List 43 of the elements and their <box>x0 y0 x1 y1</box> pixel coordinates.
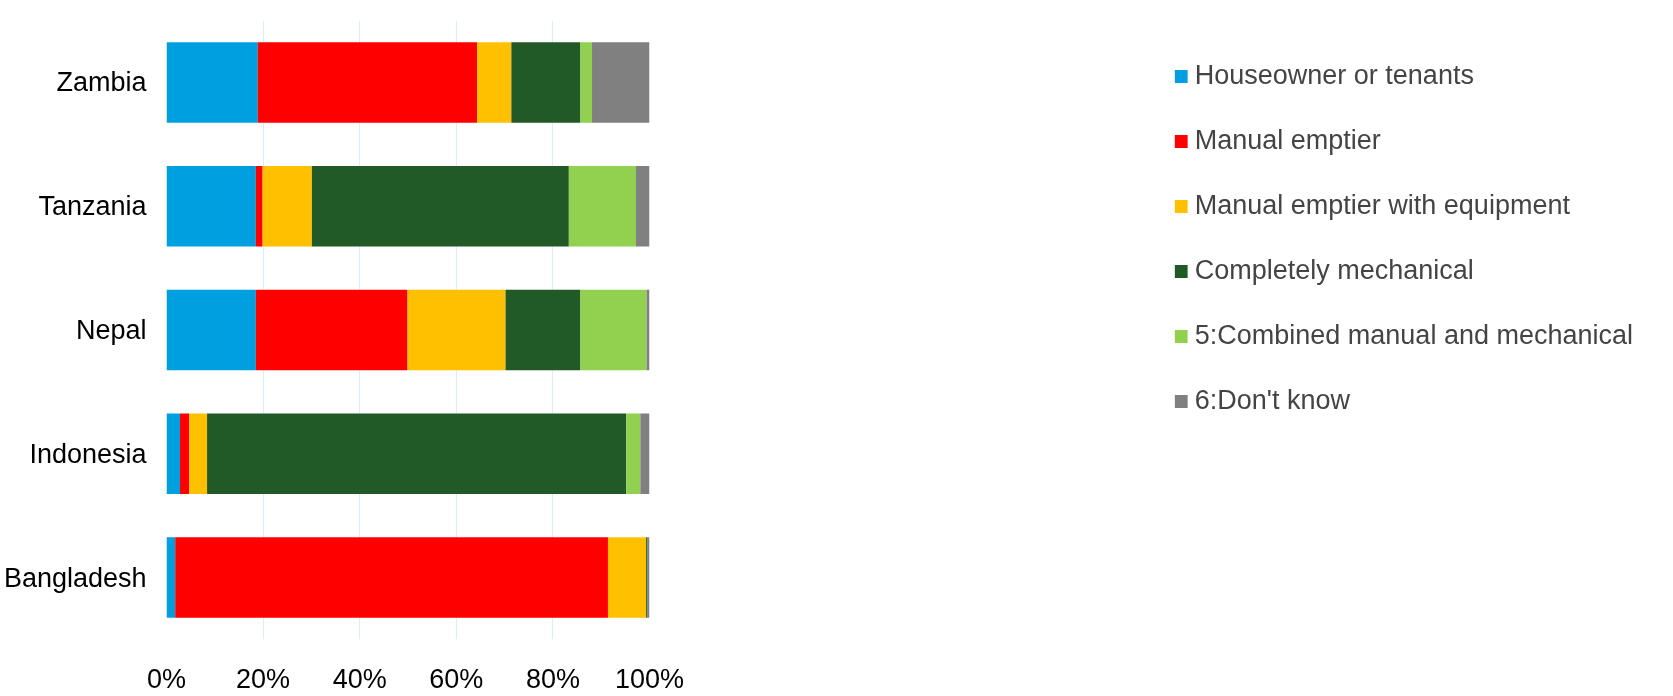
bar <box>607 537 647 618</box>
legend-label: Completely mechanical <box>1194 255 1474 286</box>
y-tick-label: Indonesia <box>29 438 148 469</box>
x-tick-label: 80% <box>525 663 580 694</box>
bar <box>592 42 650 123</box>
bar <box>166 165 256 247</box>
bar <box>166 289 256 371</box>
x-tick-label: 20% <box>236 663 291 694</box>
legend-label: 5:Combined manual and mechanical <box>1194 320 1633 351</box>
x-tick-label: 0% <box>146 663 187 694</box>
bar <box>255 289 408 371</box>
x-tick-label: 60% <box>429 663 484 694</box>
bar <box>166 413 181 495</box>
y-tick-label: Nepal <box>75 315 147 345</box>
y-tick-label: Bangladesh <box>3 562 147 593</box>
bar <box>180 413 190 495</box>
bar <box>640 413 650 495</box>
bar <box>262 165 312 247</box>
bar <box>189 413 208 495</box>
bar <box>580 289 647 371</box>
bar <box>257 42 478 123</box>
legend-label: Manual emptier with equipment <box>1194 190 1570 221</box>
bar <box>311 165 569 247</box>
bar <box>407 289 506 371</box>
x-tick-label: 40% <box>332 663 387 694</box>
bar <box>166 42 258 123</box>
legend-label: Houseowner or tenants <box>1194 60 1474 91</box>
bar <box>207 413 627 495</box>
bar <box>255 165 263 247</box>
bar <box>626 413 641 495</box>
bar <box>166 537 176 618</box>
bar <box>511 42 581 123</box>
legend-label: Manual emptier <box>1194 125 1381 156</box>
bar <box>505 289 581 371</box>
bar <box>175 537 608 618</box>
y-tick-label: Tanzania <box>38 191 148 222</box>
y-tick-label: Zambia <box>56 67 148 98</box>
x-tick-label: 100% <box>614 663 685 694</box>
legend-label: 6:Don't know <box>1194 385 1350 416</box>
bar <box>568 165 636 247</box>
bar <box>580 42 593 123</box>
bar <box>477 42 512 123</box>
bar <box>635 165 650 247</box>
